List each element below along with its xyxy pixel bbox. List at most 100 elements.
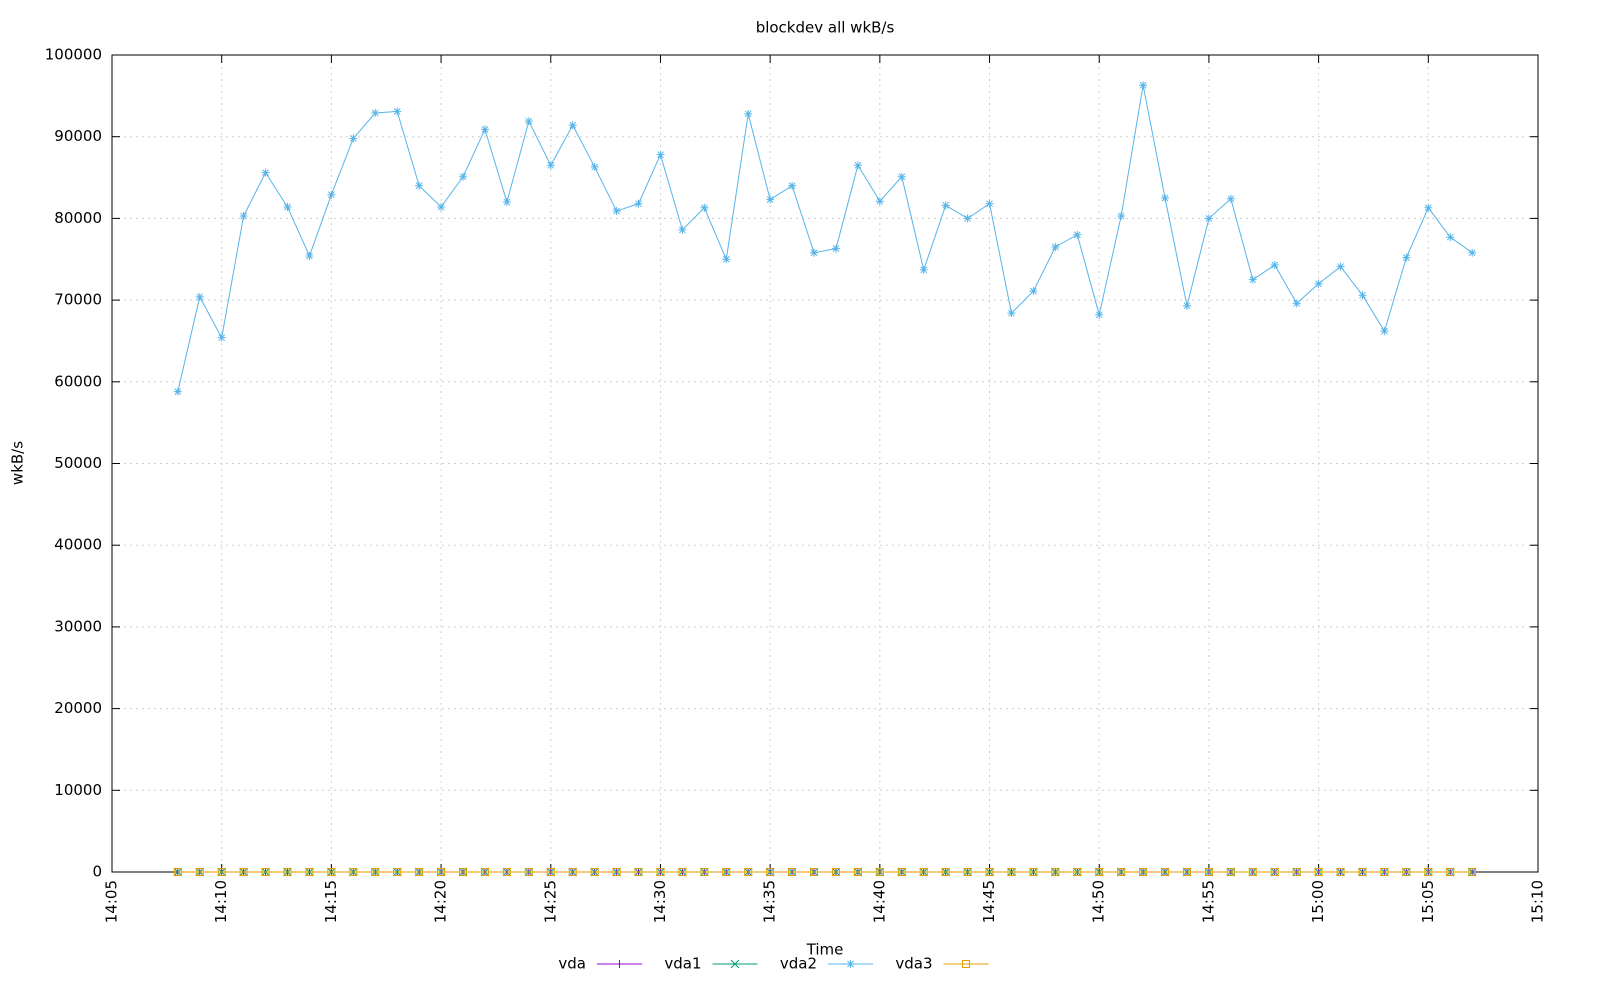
data-point — [1270, 260, 1279, 269]
data-point — [1248, 868, 1257, 876]
data-point — [173, 868, 182, 876]
data-point — [1029, 287, 1038, 296]
data-point — [1446, 233, 1455, 242]
data-point — [173, 867, 183, 877]
data-point — [415, 868, 424, 876]
data-point — [173, 387, 182, 396]
data-point — [722, 255, 731, 264]
data-point — [1161, 868, 1170, 876]
data-point — [1161, 193, 1170, 202]
data-point — [239, 211, 248, 220]
data-point — [853, 868, 862, 876]
data-point — [1358, 868, 1367, 876]
y-tick-label: 90000 — [54, 127, 102, 145]
y-tick-label: 80000 — [54, 209, 102, 227]
x-tick-label: 14:20 — [432, 880, 450, 923]
data-point — [546, 868, 555, 876]
data-point — [985, 868, 994, 876]
data-point — [195, 292, 204, 301]
data-point — [700, 868, 709, 876]
legend-marker — [962, 960, 970, 968]
data-point — [393, 868, 402, 876]
data-point — [1292, 868, 1301, 876]
data-point — [985, 199, 994, 208]
x-tick-label: 14:15 — [322, 880, 340, 923]
data-point — [568, 868, 577, 876]
data-point — [1358, 291, 1367, 300]
data-point — [283, 868, 292, 876]
data-point — [612, 868, 621, 876]
data-point — [305, 868, 314, 876]
data-point — [480, 868, 489, 876]
data-point — [393, 107, 402, 116]
data-point — [1270, 868, 1279, 876]
data-point — [327, 868, 336, 876]
data-point — [1446, 868, 1455, 876]
y-axis-label: wkB/s — [9, 441, 27, 485]
data-point — [1402, 253, 1411, 262]
data-point — [590, 868, 599, 876]
data-point — [415, 181, 424, 190]
data-point — [656, 150, 665, 159]
data-point — [678, 868, 687, 876]
x-tick-label: 14:10 — [212, 880, 230, 923]
data-point — [1051, 242, 1060, 251]
legend-label: vda — [558, 955, 586, 973]
y-tick-label: 40000 — [54, 536, 102, 554]
data-point — [1095, 868, 1104, 876]
data-point — [612, 207, 621, 216]
data-point — [502, 868, 511, 876]
data-point — [1292, 299, 1301, 308]
data-point — [217, 333, 226, 342]
x-tick-label: 14:55 — [1199, 880, 1217, 923]
x-tick-label: 14:50 — [1090, 880, 1108, 923]
data-point — [1029, 868, 1038, 876]
data-point — [744, 109, 753, 118]
data-point — [1182, 301, 1191, 310]
y-tick-label: 70000 — [54, 291, 102, 309]
data-point — [1248, 275, 1257, 284]
data-point — [480, 125, 489, 134]
data-point — [1073, 868, 1082, 876]
data-point — [788, 181, 797, 190]
data-point — [1204, 214, 1213, 223]
data-point — [963, 214, 972, 223]
data-point — [788, 868, 797, 876]
data-point — [1073, 230, 1082, 239]
data-point — [1204, 868, 1213, 876]
data-point — [766, 195, 775, 204]
data-point — [1007, 309, 1016, 318]
data-point — [722, 868, 731, 876]
data-point — [634, 868, 643, 876]
legend-label: vda1 — [664, 955, 701, 973]
data-point — [261, 868, 270, 876]
data-point — [941, 201, 950, 210]
x-tick-label: 15:05 — [1419, 880, 1437, 923]
data-point — [875, 868, 884, 876]
data-point — [634, 199, 643, 208]
data-point — [459, 868, 468, 876]
data-point — [744, 868, 753, 876]
data-point — [1007, 868, 1016, 876]
y-tick-label: 100000 — [45, 46, 102, 64]
data-point — [283, 202, 292, 211]
data-point — [678, 225, 687, 234]
data-point — [919, 868, 928, 876]
data-point — [371, 868, 380, 876]
data-point — [1095, 310, 1104, 319]
data-point — [590, 162, 599, 171]
legend-marker — [615, 960, 624, 968]
data-point — [1314, 279, 1323, 288]
series-line — [177, 85, 1473, 392]
data-point — [1226, 194, 1235, 203]
data-point — [1117, 868, 1126, 876]
y-tick-label: 20000 — [54, 699, 102, 717]
data-point — [656, 868, 665, 876]
data-point — [195, 868, 204, 876]
y-tick-label: 30000 — [54, 617, 102, 635]
data-point — [1468, 868, 1477, 876]
data-point — [1051, 868, 1060, 876]
data-point — [1182, 868, 1191, 876]
data-point — [1336, 868, 1345, 876]
data-point — [327, 190, 336, 199]
